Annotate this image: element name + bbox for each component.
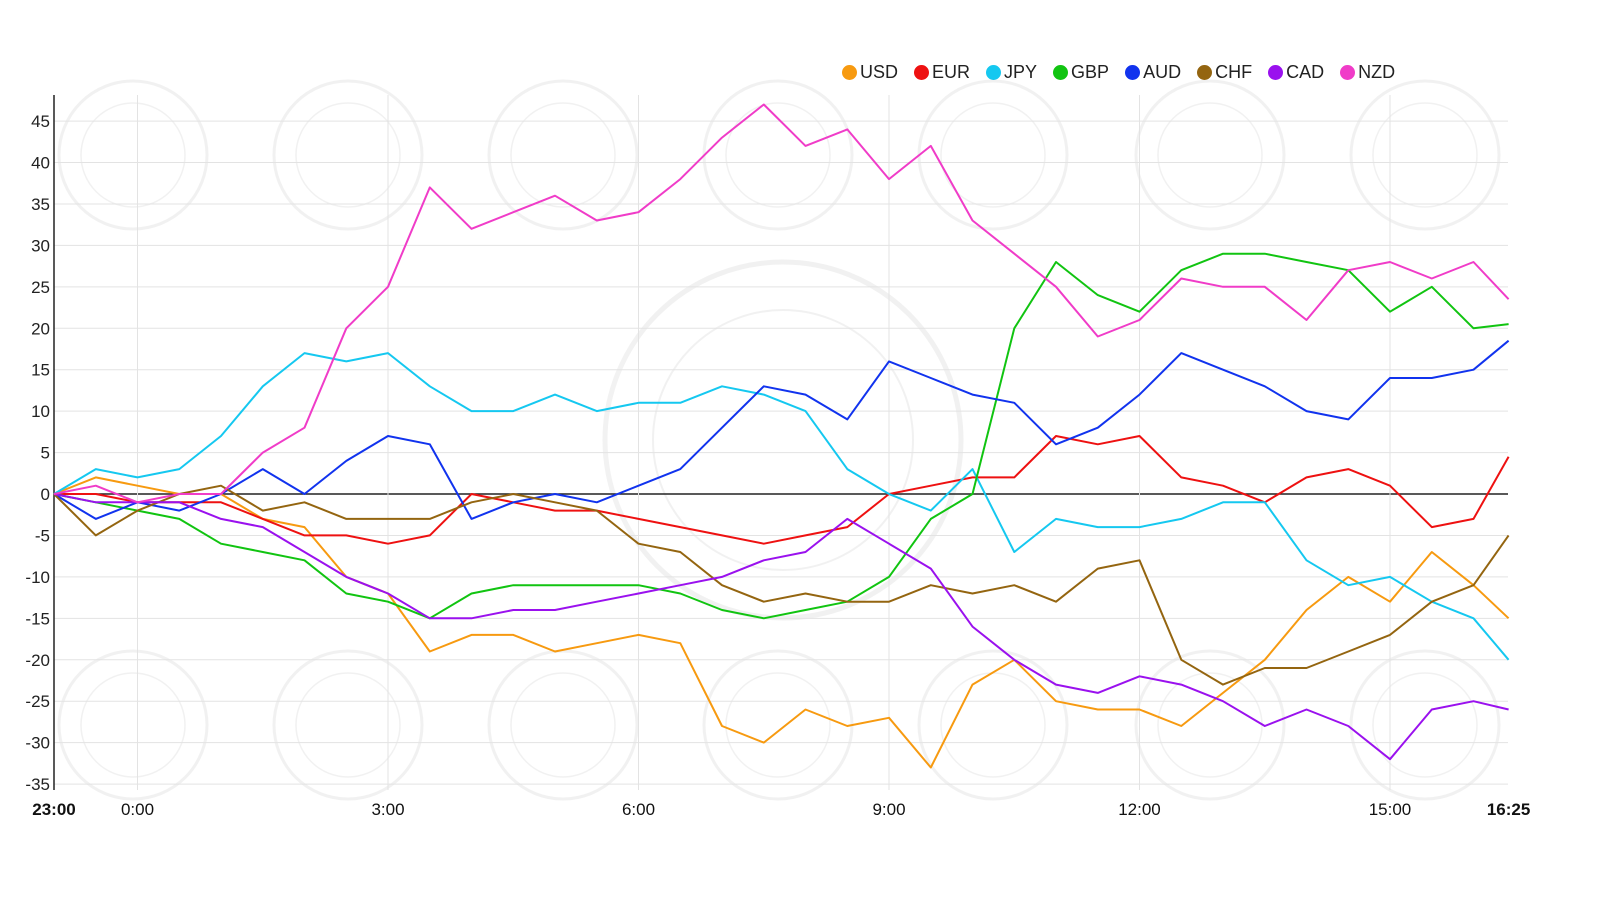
y-tick-label: 20 xyxy=(31,319,50,338)
legend-item-aud[interactable]: AUD xyxy=(1125,62,1181,83)
y-tick-label: -35 xyxy=(25,775,50,794)
x-tick-label: 6:00 xyxy=(622,800,655,819)
y-tick-label: -25 xyxy=(25,692,50,711)
legend-item-nzd[interactable]: NZD xyxy=(1340,62,1395,83)
watermark-seal-icon xyxy=(1349,649,1501,801)
watermark-layer xyxy=(57,79,1501,801)
x-tick-label: 0:00 xyxy=(121,800,154,819)
watermark-seal-icon xyxy=(487,649,639,801)
series-line-cad xyxy=(53,493,1509,761)
y-tick-label: 30 xyxy=(31,236,50,255)
watermark-seal-icon xyxy=(57,649,209,801)
legend-item-eur[interactable]: EUR xyxy=(914,62,970,83)
legend-dot-icon xyxy=(1053,65,1069,80)
watermark-seal-icon xyxy=(272,649,424,801)
y-tick-label: -20 xyxy=(25,651,50,670)
legend-label: CAD xyxy=(1286,62,1325,82)
series-line-usd xyxy=(53,476,1510,769)
y-tick-label: -15 xyxy=(25,609,50,628)
watermark-seal-icon xyxy=(1372,672,1478,778)
watermark-seal-icon xyxy=(1134,649,1286,801)
watermark-seal-icon xyxy=(510,672,616,778)
watermark-seal-icon xyxy=(1157,102,1263,208)
y-tick-label: 10 xyxy=(31,402,50,421)
watermark-seal-icon xyxy=(940,102,1046,208)
watermark-seal-icon xyxy=(940,672,1046,778)
x-tick-label: 9:00 xyxy=(872,800,905,819)
legend: USD EUR JPY GBP AUD CHF CAD NZD xyxy=(842,62,1411,83)
legend-item-chf[interactable]: CHF xyxy=(1197,62,1252,83)
x-tick-label: 16:25 xyxy=(1487,800,1530,819)
watermark-seal-icon xyxy=(652,309,914,571)
series-line-chf xyxy=(53,484,1510,686)
x-tick-label: 3:00 xyxy=(371,800,404,819)
legend-label: USD xyxy=(860,62,899,82)
watermark-seal-icon xyxy=(725,102,831,208)
legend-label: GBP xyxy=(1071,62,1110,82)
legend-item-cad[interactable]: CAD xyxy=(1268,62,1324,83)
watermark-seal-icon xyxy=(1372,102,1478,208)
legend-dot-icon xyxy=(842,65,857,80)
watermark-seal-icon xyxy=(1349,79,1501,231)
series-line-eur xyxy=(54,435,1510,545)
watermark-seal-icon xyxy=(510,102,616,208)
watermark-seal-icon xyxy=(80,102,186,208)
legend-item-jpy[interactable]: JPY xyxy=(986,62,1037,83)
watermark-seal-icon xyxy=(1134,79,1286,231)
watermark-seal-icon xyxy=(602,259,964,621)
y-tick-label: -5 xyxy=(35,526,50,545)
x-tick-label: 23:00 xyxy=(32,800,75,819)
legend-label: EUR xyxy=(932,62,971,82)
y-tick-label: 0 xyxy=(41,485,50,504)
watermark-seal-icon xyxy=(487,79,639,231)
legend-dot-icon xyxy=(1125,65,1141,80)
legend-dot-icon xyxy=(1340,65,1356,80)
legend-label: AUD xyxy=(1143,62,1182,82)
y-tick-label: 35 xyxy=(31,195,50,214)
watermark-seal-icon xyxy=(295,672,401,778)
y-tick-label: 45 xyxy=(31,112,50,131)
legend-item-usd[interactable]: USD xyxy=(842,62,898,83)
watermark-seal-icon xyxy=(917,649,1069,801)
y-tick-label: -10 xyxy=(25,568,50,587)
watermark-seal-icon xyxy=(725,672,831,778)
y-tick-label: 5 xyxy=(41,444,50,463)
y-tick-label: 40 xyxy=(31,154,50,173)
legend-label: JPY xyxy=(1004,62,1038,82)
legend-dot-icon xyxy=(1197,65,1213,80)
watermark-seal-icon xyxy=(1157,672,1263,778)
y-tick-label: 15 xyxy=(31,361,50,380)
legend-label: NZD xyxy=(1358,62,1396,82)
series-line-nzd xyxy=(53,103,1510,504)
x-tick-label: 12:00 xyxy=(1118,800,1161,819)
y-tick-label: -30 xyxy=(25,734,50,753)
watermark-seal-icon xyxy=(295,102,401,208)
watermark-seal-icon xyxy=(80,672,186,778)
legend-dot-icon xyxy=(914,65,930,80)
x-tick-label: 15:00 xyxy=(1369,800,1412,819)
watermark-seal-icon xyxy=(272,79,424,231)
series-line-aud xyxy=(53,339,1510,520)
series-line-jpy xyxy=(53,352,1510,661)
series-line-gbp xyxy=(53,252,1509,620)
watermark-seal-icon xyxy=(57,79,209,231)
y-tick-label: 25 xyxy=(31,278,50,297)
legend-dot-icon xyxy=(1268,65,1284,80)
legend-dot-icon xyxy=(986,65,1002,80)
legend-item-gbp[interactable]: GBP xyxy=(1053,62,1109,83)
legend-label: CHF xyxy=(1215,62,1253,82)
